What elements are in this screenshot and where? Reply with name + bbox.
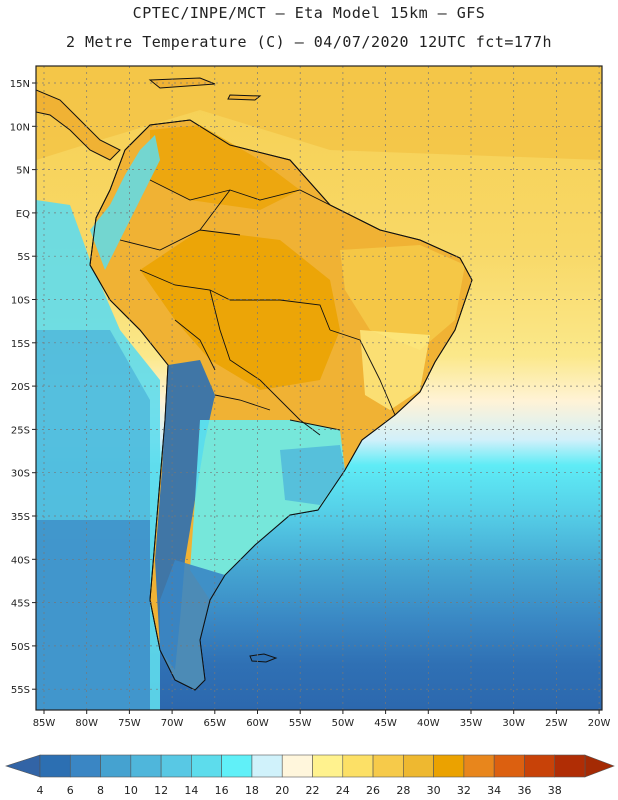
map-subtitle: 2 Metre Temperature (C) — 04/07/2020 12U… xyxy=(65,33,553,51)
colorbar-label: 28 xyxy=(396,784,410,797)
colorbar-label: 8 xyxy=(97,784,104,797)
lon-label: 80W xyxy=(75,718,98,729)
colorbar-swatch xyxy=(160,754,192,778)
lon-label: 55W xyxy=(289,718,312,729)
colorbar-label: 38 xyxy=(548,784,562,797)
colorbar-swatch xyxy=(433,754,465,778)
central-america xyxy=(36,89,121,161)
lat-label: 35S xyxy=(11,512,30,523)
country-borders xyxy=(119,179,396,436)
colorbar-swatch xyxy=(130,754,162,778)
colorbar-label: 22 xyxy=(306,784,320,797)
north-warm-zone xyxy=(150,125,300,210)
lat-label: 15N xyxy=(10,79,30,90)
colorbar-swatch xyxy=(221,754,253,778)
lon-label: 50W xyxy=(332,718,355,729)
lat-label: EQ xyxy=(16,209,30,220)
lon-label: 30W xyxy=(502,718,525,729)
northeast-mild xyxy=(340,245,465,350)
lat-label: 25S xyxy=(11,425,30,436)
graticule xyxy=(32,66,602,714)
colorbar-swatch xyxy=(372,754,404,778)
colorbar-swatch xyxy=(342,754,374,778)
colorbar-swatch xyxy=(524,754,556,778)
colorbar-high-arrow xyxy=(584,754,615,778)
colorbar-label: 12 xyxy=(154,784,168,797)
andes-north-cold xyxy=(90,135,160,270)
amazon-hot-core xyxy=(140,230,340,390)
colorbar-label: 16 xyxy=(215,784,229,797)
lon-label: 20W xyxy=(588,718,611,729)
patagonia-cold xyxy=(160,560,225,690)
lat-label: 5S xyxy=(17,252,30,263)
lat-label: 45S xyxy=(11,599,30,610)
lat-label: 30S xyxy=(11,469,30,480)
colorbar-swatch xyxy=(100,754,132,778)
map-title: CPTEC/INPE/MCT — Eta Model 15km — GFS xyxy=(132,4,486,22)
colorbar-low-arrow xyxy=(5,754,41,778)
colorbar-swatch xyxy=(191,754,222,778)
colorbar-swatch xyxy=(463,754,495,778)
lon-label: 75W xyxy=(118,718,141,729)
colorbar-label: 10 xyxy=(124,784,138,797)
colorbar-swatch xyxy=(281,754,313,778)
colorbar-label: 30 xyxy=(427,784,441,797)
lat-label: 10N xyxy=(10,122,30,133)
colorbar-label: 14 xyxy=(184,784,198,797)
colorbar-label: 4 xyxy=(37,784,44,797)
colorbar-label: 26 xyxy=(366,784,380,797)
lon-label: 40W xyxy=(417,718,440,729)
colorbar xyxy=(5,754,615,778)
caribbean-warm xyxy=(36,66,602,160)
colorbar-swatch xyxy=(251,754,283,778)
colorbar-swatch xyxy=(69,754,101,778)
pacific-colder-band xyxy=(36,520,150,710)
lon-label: 25W xyxy=(545,718,568,729)
southeast-mild xyxy=(360,330,430,410)
lat-label: 5N xyxy=(16,166,30,177)
lat-label: 15S xyxy=(11,339,30,350)
lon-label: 60W xyxy=(246,718,269,729)
lon-label: 85W xyxy=(33,718,56,729)
map-frame xyxy=(35,65,603,711)
lon-label: 45W xyxy=(374,718,397,729)
colorbar-label: 18 xyxy=(245,784,259,797)
colorbar-label: 20 xyxy=(275,784,289,797)
lon-label: 70W xyxy=(161,718,184,729)
colorbar-swatch xyxy=(312,754,344,778)
lat-label: 20S xyxy=(11,382,30,393)
latitude-labels: 15N 10N 5N EQ 5S 10S 15S 20S 25S 30S 35S 40S 45S 50S 5… xyxy=(10,79,30,696)
uruguay-cool xyxy=(280,445,345,505)
colorbar-labels: 4 6 8 10 12 14 16 18 20 22 24 26 28 30 32 34 36 38 xyxy=(37,784,562,797)
colorbar-label: 6 xyxy=(67,784,74,797)
lat-label: 55S xyxy=(11,685,30,696)
lat-label: 10S xyxy=(11,296,30,307)
colorbar-label: 32 xyxy=(457,784,471,797)
colorbar-swatch xyxy=(39,754,71,778)
colorbar-label: 24 xyxy=(336,784,350,797)
lon-label: 35W xyxy=(460,718,483,729)
colorbar-swatch xyxy=(493,754,525,778)
lat-label: 40S xyxy=(11,555,30,566)
lon-label: 65W xyxy=(203,718,226,729)
longitude-labels: 85W 80W 75W 70W 65W 60W 55W 50W 45W 40W 35W 30W 25W 2… xyxy=(33,718,611,729)
falkland-islands xyxy=(249,653,278,663)
colorbar-label: 36 xyxy=(517,784,531,797)
coastline xyxy=(89,119,473,691)
colorbar-swatch xyxy=(403,754,434,778)
colorbar-label: 34 xyxy=(487,784,501,797)
colorbar-swatch xyxy=(554,754,586,778)
lat-label: 50S xyxy=(11,642,30,653)
